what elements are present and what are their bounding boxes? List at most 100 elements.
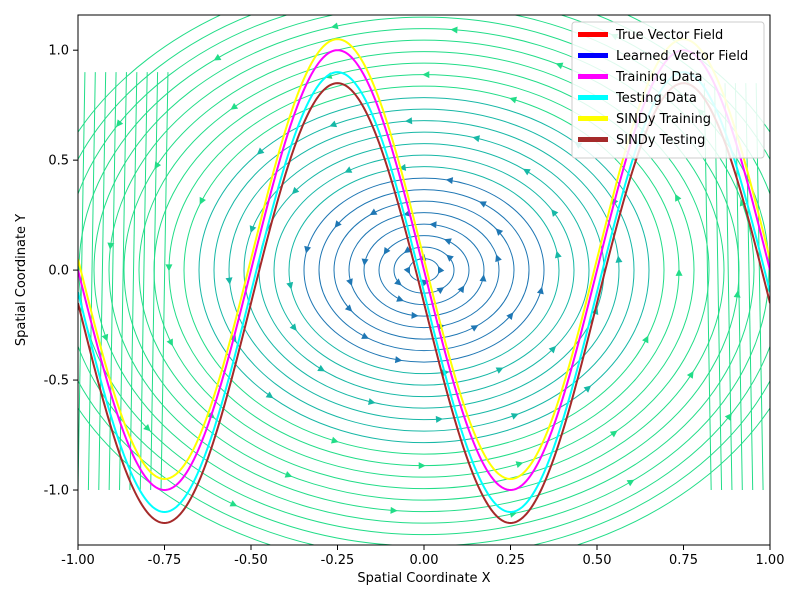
- stream-arrow: [36, 320, 45, 329]
- x-tick-label: 0.75: [669, 553, 698, 568]
- y-tick-label: 1.0: [48, 44, 69, 59]
- stream-arrow: [642, 335, 649, 344]
- streamline: [87, 72, 96, 491]
- y-tick-label: 0.0: [48, 264, 69, 279]
- stream-arrow: [555, 62, 564, 70]
- stream-arrow: [199, 196, 206, 205]
- stream-arrow: [331, 436, 339, 444]
- y-tick-label: -0.5: [44, 374, 69, 389]
- stream-arrow: [286, 281, 294, 290]
- stream-arrow: [396, 295, 404, 302]
- stream-arrow: [522, 168, 531, 176]
- stream-arrow: [418, 462, 426, 470]
- legend-entry: Training Data: [615, 70, 702, 85]
- streamline: [139, 72, 148, 491]
- stream-arrow: [51, 212, 59, 220]
- streamline: [150, 72, 159, 491]
- stream-arrow: [436, 287, 445, 294]
- y-axis-ticks: -1.0 -0.5 0.0 0.5 1.0: [44, 44, 78, 499]
- x-tick-label: 0.25: [496, 553, 525, 568]
- streamline: [183, 85, 665, 455]
- streamline: [273, 154, 575, 386]
- y-tick-label: 0.5: [48, 154, 69, 169]
- stream-arrow: [390, 506, 398, 514]
- legend-swatch: [578, 137, 608, 142]
- stream-arrow: [116, 119, 124, 128]
- legend-swatch: [578, 53, 608, 58]
- stream-arrow: [405, 117, 413, 125]
- stream-arrow: [411, 311, 419, 319]
- x-axis-ticks: -1.00 -0.75 -0.50 -0.25 0.00 0.25 0.50 0.75 1.00: [61, 545, 784, 568]
- stream-arrow: [472, 135, 480, 143]
- stream-arrow: [107, 242, 115, 250]
- stream-arrow: [506, 312, 514, 320]
- stream-arrow: [229, 500, 238, 507]
- streamline: [160, 72, 169, 491]
- stream-arrow: [438, 265, 445, 274]
- stream-arrow: [495, 228, 504, 236]
- streamline: [288, 166, 560, 375]
- streamline: [348, 212, 500, 329]
- streamline: [198, 97, 650, 444]
- legend-entry: Testing Data: [615, 91, 697, 106]
- x-tick-label: -0.75: [148, 553, 182, 568]
- stream-arrow: [626, 479, 635, 487]
- stream-arrow: [291, 186, 300, 195]
- stream-arrow: [788, 319, 796, 327]
- stream-arrow: [317, 364, 326, 372]
- stream-arrow: [256, 147, 265, 155]
- y-tick-label: -1.0: [44, 484, 69, 499]
- legend-box: [571, 21, 765, 159]
- stream-arrow: [479, 274, 487, 282]
- streamline: [303, 177, 545, 363]
- stream-arrow: [548, 345, 557, 354]
- stream-arrow: [515, 461, 524, 468]
- legend-swatch: [578, 74, 608, 79]
- stream-arrow: [429, 221, 437, 229]
- stream-arrow: [368, 398, 376, 405]
- legend-entry: True Vector Field: [615, 28, 723, 43]
- stream-arrow: [284, 471, 293, 478]
- x-tick-label: 0.50: [583, 553, 612, 568]
- streamline: [98, 72, 107, 491]
- stream-arrow: [304, 245, 312, 254]
- stream-arrow: [143, 423, 151, 432]
- stream-arrow: [361, 332, 369, 339]
- streamline: [93, 16, 755, 524]
- streamline: [129, 72, 138, 491]
- stream-arrow: [446, 254, 454, 262]
- x-tick-label: -1.00: [61, 553, 95, 568]
- stream-arrow: [675, 193, 682, 202]
- stream-arrow: [329, 120, 338, 128]
- streamline: [333, 200, 515, 340]
- stream-arrow: [369, 208, 378, 216]
- stream-arrow: [675, 268, 683, 276]
- streamline: [243, 131, 605, 409]
- stream-arrow: [479, 201, 487, 208]
- stream-arrow: [615, 255, 623, 263]
- stream-arrow: [536, 286, 544, 295]
- stream-arrow: [165, 264, 173, 272]
- streamline: [363, 223, 485, 317]
- legend: True Vector Field Learned Vector Field Tra…: [571, 21, 765, 159]
- stream-arrow: [289, 323, 297, 331]
- x-tick-label: 1.00: [756, 553, 785, 568]
- streamline: [228, 120, 620, 421]
- stream-arrow: [398, 163, 407, 171]
- stream-arrow: [344, 304, 353, 312]
- stream-arrow: [551, 209, 559, 217]
- stream-arrow: [330, 22, 339, 30]
- stream-arrow: [394, 356, 403, 364]
- stream-arrow: [470, 325, 479, 332]
- stream-arrow: [383, 247, 391, 255]
- legend-swatch: [578, 116, 608, 121]
- stream-arrow: [403, 266, 410, 275]
- legend-swatch: [578, 32, 608, 37]
- stream-arrow: [583, 385, 592, 393]
- stream-arrow: [686, 371, 694, 379]
- streamline: [138, 51, 710, 490]
- stream-arrow: [495, 367, 504, 374]
- stream-arrow: [344, 166, 353, 173]
- stream-arrow: [554, 250, 562, 259]
- stream-arrow: [495, 254, 502, 263]
